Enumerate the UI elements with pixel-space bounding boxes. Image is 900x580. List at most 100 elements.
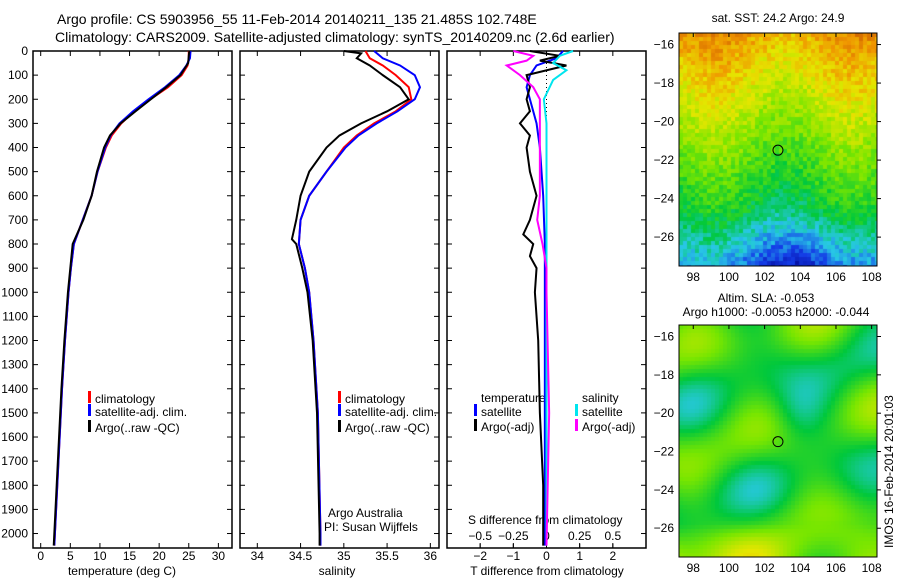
map-frame — [678, 324, 878, 558]
legend-swatch — [338, 420, 341, 432]
series-climatology — [53, 51, 190, 546]
y-tick-label: 500 — [8, 165, 28, 179]
y-tick-label: 1300 — [1, 358, 28, 372]
legend-swatch — [474, 419, 477, 431]
legend-swatch — [338, 391, 341, 403]
x-tick-label: 0 — [543, 549, 550, 563]
legend-swatch — [575, 419, 578, 431]
annotation-pi: PI: Susan Wijffels — [324, 520, 418, 534]
map-y-tick-label: −22 — [654, 153, 675, 167]
series-argo-raw-qc- — [52, 50, 191, 546]
y-tick-label: 1900 — [1, 502, 28, 516]
s-diff-tick-label: 0.5 — [604, 529, 621, 543]
legend-temperature-title: temperature — [481, 391, 546, 405]
s-diff-tick-label: −0.5 — [468, 529, 492, 543]
x-tick-label: 35.5 — [375, 549, 399, 563]
salinity-xlabel: salinity — [319, 564, 356, 578]
map-y-tick-label: −26 — [654, 230, 675, 244]
legend-swatch — [338, 404, 341, 416]
sst-map-title: sat. SST: 24.2 Argo: 24.9 — [712, 11, 845, 25]
y-tick-label: 0 — [21, 44, 28, 58]
y-tick-label: 700 — [8, 213, 28, 227]
y-tick-label: 1200 — [1, 334, 28, 348]
y-tick-label: 1600 — [1, 430, 28, 444]
x-tick-label: 34.5 — [289, 549, 313, 563]
title-line2: Climatology: CARS2009. Satellite-adjuste… — [55, 29, 615, 45]
sla-map-subtitle: Argo h1000: -0.0053 h2000: -0.044 — [683, 305, 870, 319]
x-tick-label: 2 — [609, 549, 616, 563]
y-tick-label: 800 — [8, 237, 28, 251]
map-y-tick-label: −18 — [654, 368, 675, 382]
y-tick-label: 1000 — [1, 285, 28, 299]
s-diff-tick-label: 0.25 — [568, 529, 592, 543]
series-climatology — [297, 50, 413, 546]
argo-location-marker — [772, 144, 784, 156]
map-y-tick-label: −16 — [654, 38, 675, 52]
x-tick-label: 36 — [424, 549, 438, 563]
t-diff-xlabel: T difference from climatology — [470, 564, 624, 578]
sla-map — [679, 325, 877, 557]
y-tick-label: 900 — [8, 261, 28, 275]
map-x-tick-label: 108 — [862, 561, 882, 575]
legend-s-argo: Argo(-adj) — [582, 420, 635, 434]
y-tick-label: 1700 — [1, 454, 28, 468]
y-tick-label: 1500 — [1, 406, 28, 420]
legend-swatch — [88, 404, 91, 416]
series-s-argo-adj- — [504, 50, 551, 546]
y-tick-label: 1100 — [2, 309, 28, 323]
sla-map-title: Altim. SLA: -0.053 — [718, 291, 815, 305]
x-tick-label: 25 — [182, 549, 196, 563]
series-satellite-adj-clim- — [297, 50, 422, 546]
map-y-tick-label: −24 — [654, 192, 675, 206]
map-x-tick-label: 104 — [790, 270, 810, 284]
x-tick-label: 1 — [576, 549, 583, 563]
y-tick-label: 1400 — [1, 382, 28, 396]
series-t-satellite — [525, 50, 564, 546]
x-tick-label: 15 — [123, 549, 137, 563]
legend-t-argo: Argo(..raw -QC) — [95, 421, 180, 435]
x-tick-label: 0 — [37, 549, 44, 563]
legend-swatch — [88, 391, 91, 403]
legend-swatch — [474, 404, 477, 416]
x-tick-label: −1 — [506, 549, 520, 563]
legend-swatch — [575, 404, 578, 416]
map-y-tick-label: −26 — [654, 521, 675, 535]
y-tick-label: 100 — [8, 68, 28, 82]
map-y-tick-label: −20 — [654, 115, 675, 129]
y-tick-label: 2000 — [1, 527, 28, 541]
map-x-tick-label: 102 — [755, 270, 775, 284]
map-frame — [678, 32, 878, 267]
legend-s-satellite: satellite — [582, 405, 623, 419]
map-x-tick-label: 98 — [687, 270, 701, 284]
map-y-tick-label: −16 — [654, 330, 675, 344]
map-x-tick-label: 100 — [719, 561, 739, 575]
x-tick-label: 34 — [251, 549, 265, 563]
map-x-tick-label: 106 — [826, 561, 846, 575]
map-x-tick-label: 106 — [826, 270, 846, 284]
legend-s-argo: Argo(..raw -QC) — [345, 421, 430, 435]
legend-salinity-title: salinity — [582, 391, 619, 405]
panel-frame — [239, 50, 440, 549]
map-x-tick-label: 108 — [862, 270, 882, 284]
x-tick-label: −2 — [473, 549, 487, 563]
annotation-argo-australia: Argo Australia — [328, 506, 403, 520]
legend-t-sat: satellite-adj. clim. — [95, 405, 187, 419]
series-satellite-adj-clim- — [53, 50, 192, 546]
x-tick-label: 5 — [67, 549, 74, 563]
x-tick-label: 20 — [152, 549, 166, 563]
x-tick-label: 35 — [337, 549, 351, 563]
legend-t-clim: climatology — [95, 392, 155, 406]
map-y-tick-label: −20 — [654, 406, 675, 420]
imos-stamp: IMOS 16-Feb-2014 20:01:03 — [882, 395, 896, 548]
y-tick-label: 1800 — [1, 478, 28, 492]
y-tick-label: 200 — [8, 92, 28, 106]
sst-map — [679, 33, 877, 266]
map-x-tick-label: 100 — [719, 270, 739, 284]
x-tick-label: 10 — [93, 549, 107, 563]
legend-swatch — [88, 420, 91, 432]
map-y-tick-label: −18 — [654, 76, 675, 90]
map-x-tick-label: 98 — [687, 561, 701, 575]
x-tick-label: 30 — [212, 549, 226, 563]
